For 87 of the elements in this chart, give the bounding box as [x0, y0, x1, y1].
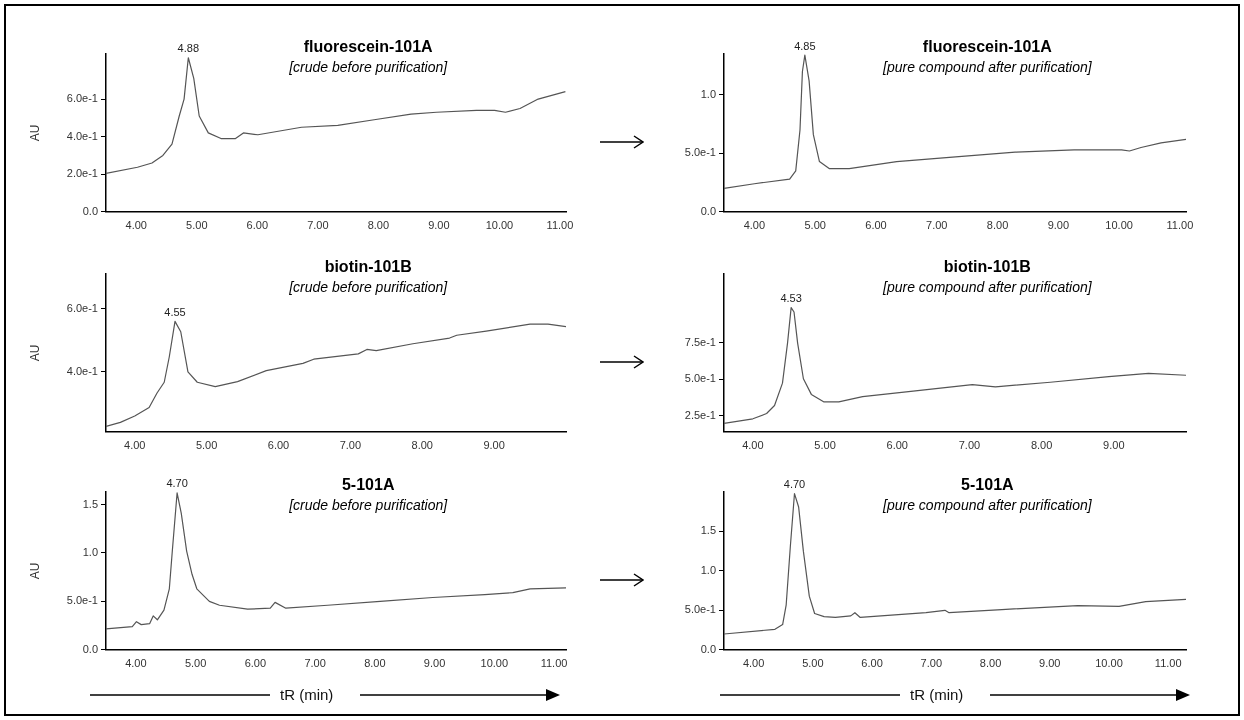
chart-subtitle: [pure compound after purification]	[882, 58, 1093, 75]
x-tick-label: 11.00	[1154, 657, 1182, 670]
x-tick-label: 11.00	[546, 219, 574, 232]
x-tick-label: 11.00	[1166, 219, 1194, 232]
x-tick-label: 4.00	[742, 657, 765, 670]
y-tick-label: 6.0e-1	[66, 92, 98, 105]
y-tick-label: 1.5	[700, 524, 716, 537]
x-tick-label: 7.00	[339, 439, 362, 452]
x-tick-label: 4.00	[743, 219, 766, 232]
x-tick-label: 9.00	[1047, 219, 1070, 232]
chart-subtitle: [crude before purification]	[288, 496, 449, 513]
y-tick-label: 5.0e-1	[66, 594, 98, 607]
y-tick-label: 4.0e-1	[66, 364, 98, 377]
x-tick-label: 8.00	[986, 219, 1009, 232]
x-tick-label: 4.00	[125, 219, 147, 232]
x-tick-label: 5.00	[802, 657, 824, 670]
x-tick-label: 9.00	[423, 657, 446, 670]
y-tick-label: 2.0e-1	[66, 167, 98, 180]
x-tick-label: 6.00	[267, 439, 290, 452]
x-tick-label: 8.00	[367, 219, 390, 232]
x-tick-label: 10.00	[1095, 657, 1123, 670]
chart-subtitle: [crude before purification]	[288, 58, 449, 75]
x-tick-label: 6.00	[244, 657, 267, 670]
x-tick-label: 9.00	[1103, 439, 1125, 452]
x-tick-label: 5.00	[804, 219, 826, 232]
x-tick-label: 8.00	[411, 439, 433, 452]
y-tick-label: 6.0e-1	[66, 301, 98, 314]
x-tick-label: 9.00	[1039, 657, 1061, 670]
x-tick-label: 4.00	[742, 439, 764, 452]
y-tick-label: 1.0	[82, 546, 98, 559]
x-tick-label: 10.00	[1105, 219, 1133, 232]
x-tick-label: 7.00	[920, 657, 943, 670]
x-axis-title: tR (min)	[280, 686, 334, 703]
annotation: 4.55	[164, 305, 186, 318]
x-tick-label: 6.00	[865, 219, 887, 232]
chart-subtitle: [crude before purification]	[288, 278, 449, 295]
annotation: 4.70	[166, 477, 188, 490]
chart-title: fluorescein-101A	[922, 38, 1053, 56]
y-axis-title: AU	[27, 124, 42, 142]
y-tick-label: 0.0	[82, 642, 98, 655]
x-tick-label: 5.00	[184, 657, 207, 670]
x-tick-label: 7.00	[307, 219, 329, 232]
x-tick-label: 7.00	[926, 219, 948, 232]
x-tick-label: 11.00	[540, 657, 568, 670]
y-tick-label: 1.0	[700, 87, 716, 100]
y-tick-label: 5.0e-1	[684, 603, 716, 616]
x-tick-label: 8.00	[364, 657, 386, 670]
x-tick-label: 8.00	[1030, 439, 1053, 452]
y-tick-label: 5.0e-1	[684, 372, 716, 385]
x-tick-label: 10.00	[485, 219, 514, 232]
chart-title: 5-101A	[961, 476, 1015, 494]
x-tick-label: 6.00	[861, 657, 883, 670]
y-tick-label: 2.5e-1	[684, 408, 716, 421]
x-tick-label: 8.00	[979, 657, 1002, 670]
chart-title: biotin-101B	[324, 258, 412, 276]
x-tick-label: 6.00	[886, 439, 908, 452]
x-tick-label: 9.00	[483, 439, 505, 452]
y-tick-label: 4.0e-1	[66, 129, 98, 142]
annotation: 4.70	[783, 478, 806, 491]
y-axis-title: AU	[27, 562, 42, 580]
x-tick-label: 10.00	[480, 657, 509, 670]
x-axis-title: tR (min)	[910, 686, 964, 703]
y-tick-label: 7.5e-1	[684, 335, 716, 348]
x-tick-label: 5.00	[186, 219, 208, 232]
x-tick-label: 5.00	[195, 439, 218, 452]
y-tick-label: 0.0	[700, 204, 716, 217]
chart-subtitle: [pure compound after purification]	[882, 496, 1093, 513]
x-tick-label: 9.00	[428, 219, 450, 232]
chart-title: 5-101A	[341, 476, 395, 494]
annotation: 4.85	[794, 39, 816, 52]
x-tick-label: 5.00	[814, 439, 836, 452]
x-tick-label: 4.00	[125, 657, 147, 670]
annotation: 4.88	[177, 42, 200, 55]
y-tick-label: 0.0	[82, 204, 98, 217]
y-tick-label: 1.0	[700, 563, 716, 576]
y-axis-title: AU	[27, 344, 42, 362]
y-tick-label: 5.0e-1	[684, 146, 716, 159]
x-tick-label: 7.00	[958, 439, 981, 452]
y-tick-label: 0.0	[700, 642, 716, 655]
annotation: 4.53	[780, 292, 802, 305]
x-tick-label: 6.00	[246, 219, 269, 232]
x-tick-label: 7.00	[304, 657, 326, 670]
x-tick-label: 4.00	[124, 439, 146, 452]
chart-title: biotin-101B	[943, 258, 1031, 276]
chart-title: fluorescein-101A	[303, 38, 434, 56]
y-tick-label: 1.5	[82, 497, 98, 510]
chart-subtitle: [pure compound after purification]	[882, 278, 1093, 295]
